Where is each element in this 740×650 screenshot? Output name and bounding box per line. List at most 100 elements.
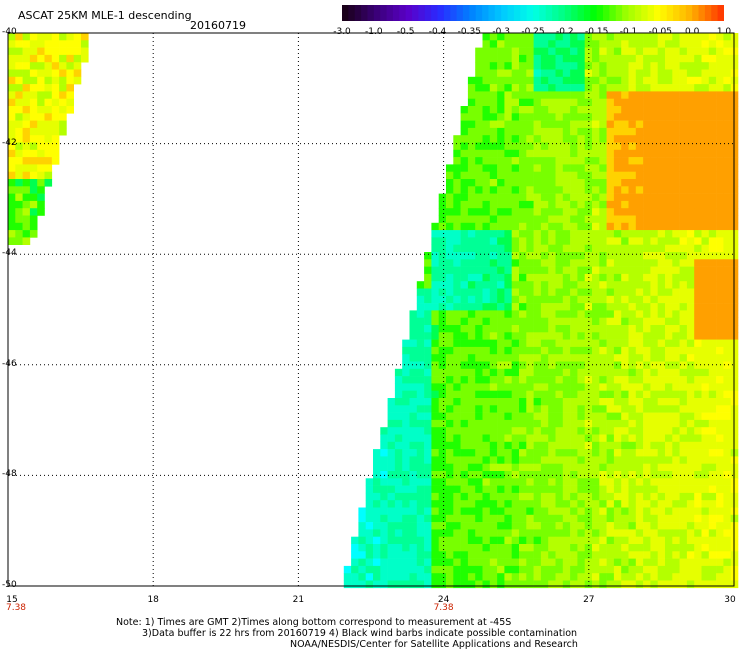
swath-pixel (621, 354, 629, 362)
swath-pixel (475, 544, 483, 552)
swath-pixel (628, 565, 637, 574)
swath-pixel (613, 368, 622, 377)
swath-pixel (606, 325, 615, 333)
swath-pixel (497, 558, 505, 567)
swath-pixel (679, 522, 688, 530)
swath-pixel (723, 106, 731, 114)
swath-pixel (599, 84, 607, 92)
swath-pixel (592, 485, 600, 494)
swath-pixel (708, 179, 717, 187)
swath-pixel (701, 419, 710, 428)
swath-pixel (482, 127, 491, 136)
swath-pixel (635, 295, 644, 304)
swath-pixel (686, 303, 695, 311)
swath-pixel (562, 354, 571, 362)
swath-pixel (475, 222, 483, 231)
swath-pixel (460, 179, 469, 187)
swath-pixel (577, 33, 585, 41)
swath-pixel (540, 354, 549, 362)
swath-pixel (657, 478, 666, 486)
swath-pixel (716, 303, 724, 311)
swath-pixel (599, 237, 607, 245)
swath-pixel (570, 317, 578, 326)
swath-pixel (511, 390, 520, 399)
swath-pixel (650, 230, 658, 238)
swath-pixel (592, 419, 600, 428)
swath-pixel (665, 449, 673, 457)
swath-pixel (37, 186, 45, 194)
swath-pixel (672, 514, 680, 523)
swath-pixel (621, 478, 629, 486)
swath-pixel (526, 573, 534, 581)
swath-pixel (628, 441, 637, 450)
swath-pixel (446, 544, 454, 552)
swath-pixel (665, 135, 673, 143)
colorbar-segment (590, 5, 598, 21)
swath-pixel (446, 573, 454, 581)
swath-pixel (519, 54, 527, 63)
swath-pixel (548, 200, 556, 209)
swath-pixel (621, 536, 629, 545)
swath-pixel (504, 376, 512, 384)
swath-pixel (394, 419, 403, 428)
swath-pixel (606, 259, 615, 267)
swath-pixel (504, 295, 512, 304)
swath-pixel (533, 106, 542, 114)
swath-pixel (8, 186, 16, 194)
swath-pixel (511, 142, 520, 151)
swath-pixel (497, 200, 505, 209)
swath-pixel (497, 500, 505, 508)
swath-pixel (657, 62, 666, 70)
swath-pixel (526, 434, 534, 443)
swath-pixel (402, 529, 410, 537)
swath-pixel (577, 230, 585, 238)
swath-pixel (387, 449, 396, 457)
swath-pixel (380, 507, 388, 516)
swath-pixel (613, 492, 622, 501)
swath-pixel (446, 208, 454, 216)
swath-pixel (657, 113, 666, 121)
swath-pixel (686, 142, 695, 151)
swath-pixel (613, 237, 622, 245)
swath-pixel (723, 47, 731, 56)
swath-pixel (431, 361, 439, 370)
swath-pixel (562, 142, 571, 151)
swath-pixel (555, 456, 564, 464)
colorbar-label: -0.2 (556, 27, 574, 37)
swath-pixel (723, 500, 731, 508)
swath-pixel (606, 281, 615, 289)
swath-pixel (577, 295, 585, 304)
swath-pixel (621, 106, 629, 114)
swath-pixel (635, 398, 644, 406)
swath-pixel (482, 47, 491, 56)
swath-pixel (511, 76, 520, 85)
swath-pixel (453, 551, 461, 559)
swath-pixel (562, 40, 571, 48)
swath-pixel (380, 565, 388, 574)
swath-pixel (548, 441, 556, 450)
swath-pixel (489, 471, 498, 479)
swath-pixel (621, 310, 629, 318)
swath-pixel (446, 222, 454, 231)
swath-pixel (446, 456, 454, 464)
swath-pixel (460, 449, 469, 457)
swath-pixel (643, 317, 651, 326)
swath-pixel (519, 208, 527, 216)
colorbar-segment (462, 5, 470, 21)
swath-pixel (621, 127, 629, 136)
swath-pixel (599, 295, 607, 304)
swath-pixel (460, 339, 469, 348)
swath-pixel (584, 478, 593, 486)
swath-pixel (635, 325, 644, 333)
swath-pixel (446, 485, 454, 494)
swath-pixel (716, 412, 724, 421)
swath-pixel (679, 259, 688, 267)
swath-pixel (665, 127, 673, 136)
swath-pixel (599, 244, 607, 253)
swath-pixel (519, 361, 527, 370)
swath-pixel (394, 544, 403, 552)
swath-pixel (424, 507, 432, 516)
swath-pixel (446, 441, 454, 450)
swath-pixel (723, 193, 731, 202)
swath-pixel (526, 507, 534, 516)
